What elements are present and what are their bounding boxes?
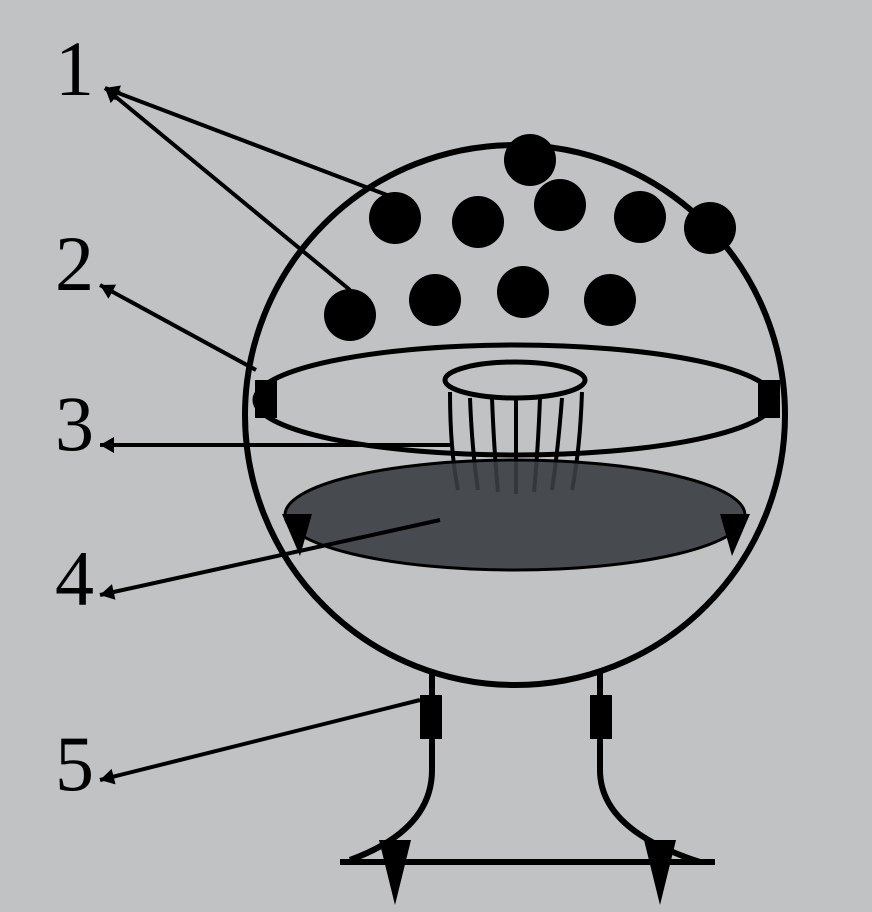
- leader-line-1: [105, 88, 400, 200]
- label-5: 5: [55, 720, 94, 807]
- leader-arrow-5: [100, 769, 116, 785]
- dome-dot: [452, 196, 504, 248]
- stem: [350, 671, 700, 862]
- dome-dot: [584, 274, 636, 326]
- ground-spikes: [379, 840, 676, 905]
- dome-dot: [409, 274, 461, 326]
- label-2: 2: [55, 220, 94, 307]
- dome-dot: [614, 191, 666, 243]
- leader-line-1: [105, 88, 350, 290]
- dome-dots: [324, 134, 736, 341]
- leader-lines: [100, 85, 450, 784]
- label-1: 1: [55, 25, 94, 112]
- dome-dot: [497, 266, 549, 318]
- dome-dot: [324, 289, 376, 341]
- dome-dot: [504, 134, 556, 186]
- leader-arrow-4: [100, 584, 115, 600]
- leader-line-5: [100, 700, 420, 780]
- stem-clips: [420, 695, 612, 739]
- leader-line-2: [100, 285, 256, 370]
- leader-arrow-3: [100, 437, 114, 453]
- label-3: 3: [55, 380, 94, 467]
- label-4: 4: [55, 535, 94, 622]
- funnel-top: [445, 362, 585, 398]
- labels: 1 2 3 4 5: [55, 25, 94, 807]
- dome-dot: [534, 179, 586, 231]
- dome-dot: [684, 202, 736, 254]
- dark-disc: [285, 460, 745, 570]
- diagram-svg: 1 2 3 4 5: [0, 0, 872, 912]
